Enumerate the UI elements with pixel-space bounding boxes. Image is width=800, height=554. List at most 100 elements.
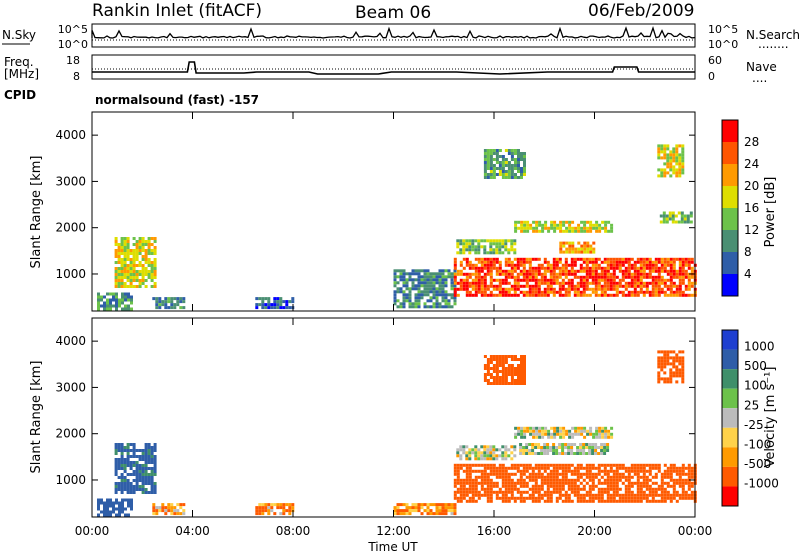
data-cell — [441, 509, 445, 513]
data-cell — [660, 493, 664, 497]
data-cell — [579, 269, 583, 273]
data-cell — [135, 285, 139, 288]
data-cell — [405, 503, 409, 507]
data-cell — [97, 298, 100, 302]
data-cell — [129, 491, 133, 494]
data-cell — [492, 469, 496, 473]
data-cell — [657, 168, 661, 172]
data-cell — [486, 293, 490, 297]
data-cell — [261, 306, 265, 310]
scatter-region-4 — [393, 503, 457, 516]
data-cell — [657, 257, 661, 261]
data-cell — [546, 266, 550, 270]
data-cell — [450, 296, 454, 300]
data-cell — [663, 150, 667, 154]
data-cell — [135, 252, 139, 255]
data-cell — [615, 275, 619, 279]
data-cell — [583, 247, 587, 251]
data-cell — [468, 496, 472, 500]
data-cell — [618, 257, 622, 261]
data-cell — [138, 282, 142, 285]
data-cell — [663, 499, 667, 503]
power-colorbar-tick: 24 — [744, 157, 759, 171]
data-cell — [447, 275, 451, 279]
data-cell — [567, 499, 571, 503]
data-cell — [507, 167, 511, 170]
data-cell — [501, 245, 505, 249]
data-cell — [654, 284, 658, 288]
data-cell — [507, 355, 511, 358]
data-cell — [666, 171, 670, 175]
data-cell — [520, 364, 523, 367]
data-cell — [573, 487, 577, 491]
data-cell — [531, 472, 535, 476]
data-cell — [417, 287, 421, 291]
data-cell — [565, 241, 569, 245]
data-cell — [660, 481, 664, 485]
data-cell — [507, 269, 511, 273]
data-cell — [118, 504, 121, 508]
data-cell — [501, 445, 505, 449]
data-cell — [582, 269, 586, 273]
data-cell — [567, 269, 571, 273]
data-cell — [570, 463, 574, 467]
data-cell — [687, 484, 691, 488]
data-cell — [534, 484, 538, 488]
data-cell — [657, 147, 661, 151]
data-cell — [559, 247, 563, 251]
data-cell — [558, 443, 562, 446]
data-cell — [273, 503, 277, 507]
data-cell — [654, 266, 658, 270]
time-x-axis: 00:00 04:00 08:00 12:00 16:00 20:00 00:00 — [75, 318, 712, 538]
data-cell — [564, 293, 568, 297]
data-cell — [568, 223, 572, 227]
data-cell — [459, 260, 463, 264]
data-cell — [147, 243, 151, 246]
data-cell — [567, 263, 571, 267]
power-colorbar-frame — [721, 119, 739, 297]
data-cell — [528, 452, 532, 455]
data-cell — [129, 467, 133, 470]
data-cell — [573, 269, 577, 273]
data-cell — [153, 282, 157, 285]
data-cell — [684, 481, 688, 485]
data-cell — [600, 449, 604, 452]
data-cell — [465, 275, 469, 279]
data-cell — [517, 367, 520, 370]
data-cell — [456, 490, 460, 494]
data-cell — [585, 260, 589, 264]
data-cell — [429, 281, 433, 285]
data-cell — [135, 249, 139, 252]
data-cell — [115, 304, 118, 308]
data-cell — [663, 350, 667, 354]
data-cell — [399, 503, 403, 507]
data-cell — [689, 211, 693, 215]
data-cell — [582, 466, 586, 470]
data-cell — [576, 493, 580, 497]
data-cell — [540, 449, 544, 452]
data-cell — [121, 301, 124, 305]
data-cell — [141, 452, 145, 455]
data-cell — [477, 496, 481, 500]
data-cell — [594, 472, 598, 476]
data-cell — [612, 478, 616, 482]
data-cell — [663, 147, 667, 151]
data-cell — [540, 487, 544, 491]
data-cell — [591, 260, 595, 264]
data-cell — [115, 295, 118, 299]
data-cell — [507, 364, 511, 367]
data-cell — [606, 287, 610, 291]
data-cell — [535, 426, 539, 430]
data-cell — [489, 448, 493, 452]
data-cell — [483, 167, 487, 170]
data-cell — [627, 487, 631, 491]
data-cell — [483, 466, 487, 470]
data-cell — [570, 490, 574, 494]
data-cell — [276, 300, 280, 304]
data-cell — [495, 367, 499, 370]
data-cell — [480, 266, 484, 270]
data-cell — [182, 509, 186, 513]
velocity-panel-frame — [91, 317, 696, 518]
data-cell — [604, 226, 608, 230]
data-cell — [627, 496, 631, 500]
